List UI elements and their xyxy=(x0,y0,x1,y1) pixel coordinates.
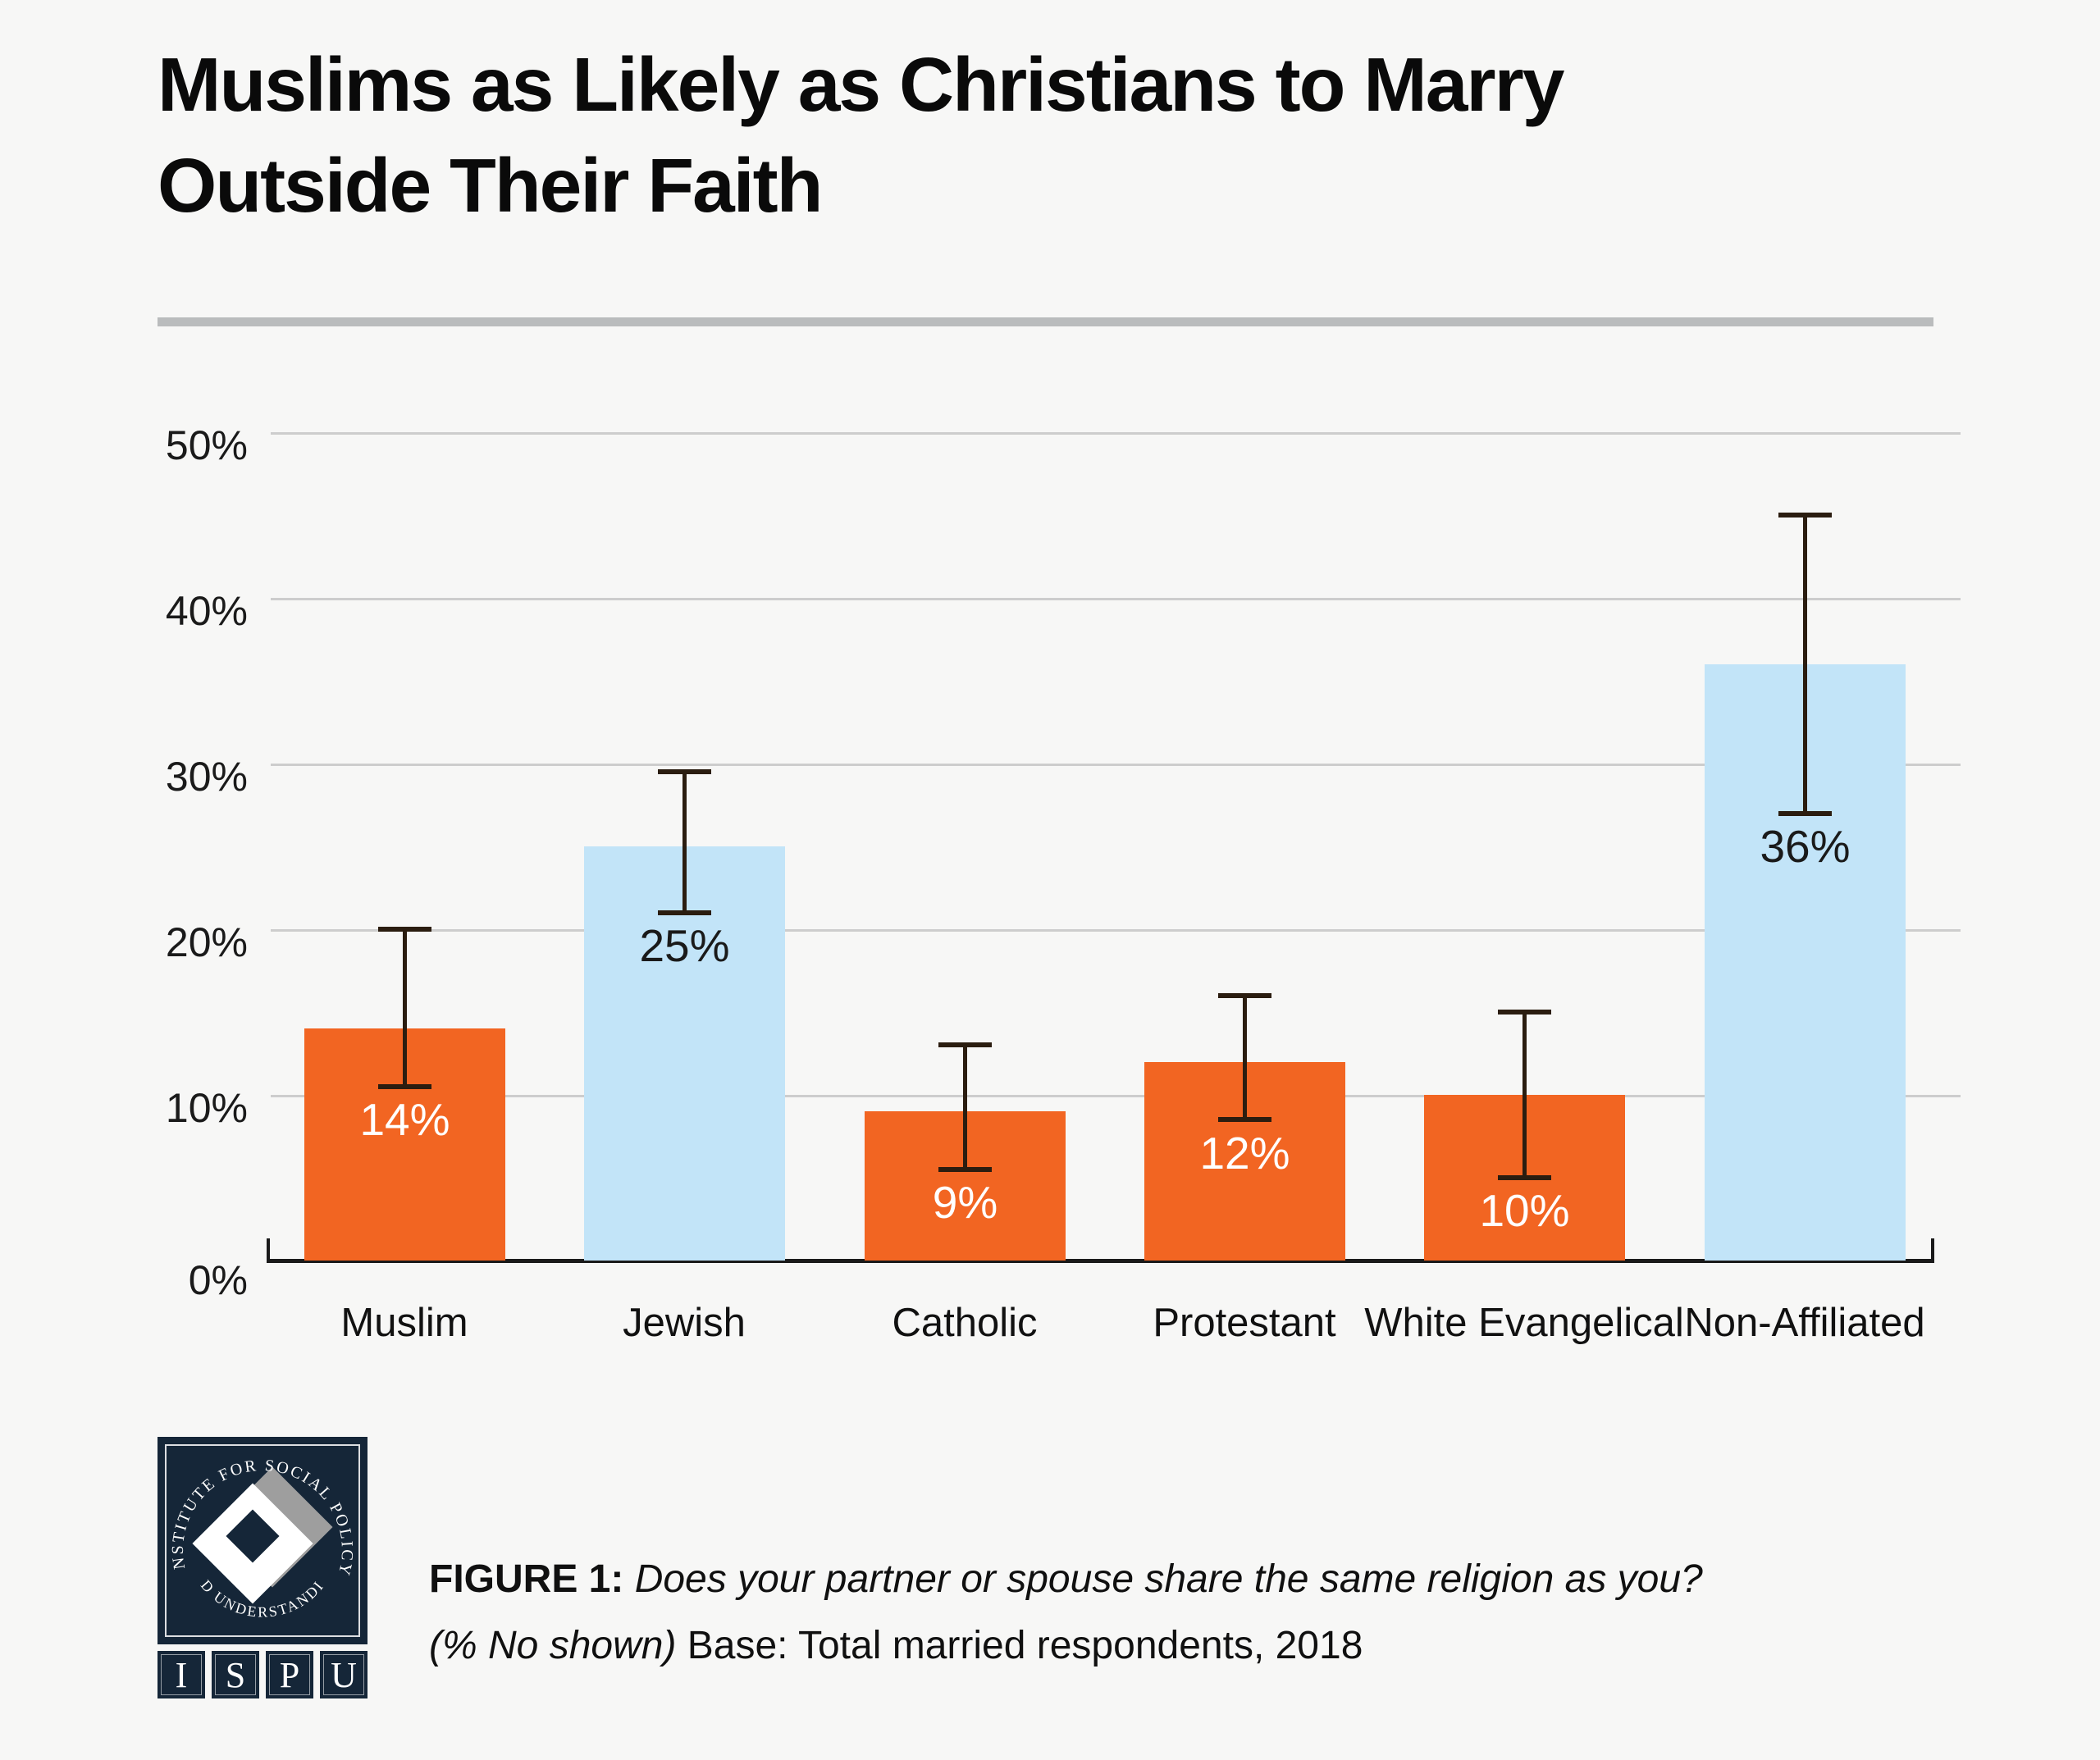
y-axis-label-0: 0% xyxy=(188,1257,248,1303)
bar-group-non-affiliated: 36% Non-Affiliated xyxy=(1684,0,1925,1443)
ispu-tile-i: I xyxy=(158,1651,205,1698)
error-bar-cap-top xyxy=(1778,513,1832,518)
gridline-50 xyxy=(271,432,1961,435)
gridline-40 xyxy=(271,598,1961,600)
y-axis-label-20: 20% xyxy=(165,919,248,965)
title-divider xyxy=(158,317,1933,326)
error-bar-line xyxy=(1522,1012,1527,1178)
error-bar-cap-top xyxy=(1218,993,1271,998)
title-line-2: Outside Their Faith xyxy=(158,142,823,228)
error-bar-cap-top xyxy=(378,927,431,932)
y-axis-label-50: 50% xyxy=(165,422,248,468)
error-bar-cap-bottom xyxy=(1498,1175,1551,1180)
title-line-1: Muslims as Likely as Christians to Marry xyxy=(158,42,1565,127)
error-bar-line xyxy=(682,772,687,913)
error-bar-cap-top xyxy=(1498,1010,1551,1015)
logo-arc-top-label: INSTITUTE FOR SOCIAL POLICY xyxy=(158,1437,354,1579)
bar-value-label: 10% xyxy=(1479,1185,1570,1236)
x-axis-label: Jewish xyxy=(623,1301,746,1345)
x-axis-label: White Evangelical xyxy=(1364,1301,1684,1345)
bar xyxy=(584,846,785,1261)
y-axis-label-30: 30% xyxy=(165,754,248,800)
bar-value-label: 14% xyxy=(359,1094,450,1145)
error-bar-cap-top xyxy=(658,769,711,774)
logo-arc-text-top: INSTITUTE FOR SOCIAL POLICY xyxy=(158,1437,356,1579)
error-bar-cap-bottom xyxy=(378,1084,431,1089)
ispu-tile-u: U xyxy=(320,1651,368,1698)
error-bar-line xyxy=(1803,515,1807,814)
x-axis-line xyxy=(267,1259,1934,1263)
figure-caption-label: FIGURE 1: xyxy=(429,1557,624,1601)
bar-value-label: 25% xyxy=(639,920,730,971)
bar-value-label: 9% xyxy=(932,1177,998,1228)
figure-caption-noshown: (% No shown) xyxy=(429,1624,677,1667)
error-bar-line xyxy=(1243,996,1247,1120)
x-axis-label: Catholic xyxy=(892,1301,1038,1345)
ispu-tile-s: S xyxy=(212,1651,259,1698)
figure-caption-base: Base: Total married respondents, 2018 xyxy=(676,1624,1363,1667)
error-bar-cap-bottom xyxy=(1218,1117,1271,1122)
logo-arc-text-svg: INSTITUTE FOR SOCIAL POLICY AND UNDERSTA… xyxy=(158,1437,356,1621)
ispu-tile-p: P xyxy=(266,1651,313,1698)
bar-group-jewish: 25% Jewish xyxy=(584,0,785,1443)
bar-group-white-evangelical: 10% White Evangelical xyxy=(1364,0,1684,1443)
x-axis-label: Protestant xyxy=(1153,1301,1336,1345)
bar-value-label: 36% xyxy=(1760,821,1851,872)
ispu-letter-tiles: I S P U xyxy=(158,1651,368,1698)
bar-value-label: 12% xyxy=(1199,1128,1290,1179)
logo-border-keyline xyxy=(165,1444,360,1637)
error-bar-cap-bottom xyxy=(938,1167,992,1172)
gridline-10 xyxy=(271,1095,1961,1097)
figure-caption: FIGURE 1: Does your partner or spouse sh… xyxy=(429,1546,1824,1679)
x-axis-label: Non-Affiliated xyxy=(1684,1301,1925,1345)
ispu-logo: INSTITUTE FOR SOCIAL POLICY AND UNDERSTA… xyxy=(158,1437,368,1644)
error-bar-cap-top xyxy=(938,1042,992,1047)
error-bar-line xyxy=(403,929,407,1087)
gridline-30 xyxy=(271,764,1961,766)
gridline-20 xyxy=(271,929,1961,932)
x-axis-label: Muslim xyxy=(340,1301,468,1345)
bar-group-muslim: 14% Muslim xyxy=(304,0,505,1443)
axis-end-tick-right xyxy=(1931,1238,1934,1261)
y-axis-label-10: 10% xyxy=(165,1085,248,1131)
page-title: Muslims as Likely as Christians to Marry… xyxy=(158,34,1979,236)
bar-group-protestant: 12% Protestant xyxy=(1144,0,1345,1443)
error-bar-cap-bottom xyxy=(658,910,711,915)
y-axis-label-40: 40% xyxy=(165,588,248,634)
figure-caption-question: Does your partner or spouse share the sa… xyxy=(623,1557,1703,1601)
axis-end-tick-left xyxy=(267,1238,270,1261)
bar-group-catholic: 9% Catholic xyxy=(865,0,1066,1443)
error-bar-line xyxy=(963,1045,967,1170)
error-bar-cap-bottom xyxy=(1778,811,1832,816)
